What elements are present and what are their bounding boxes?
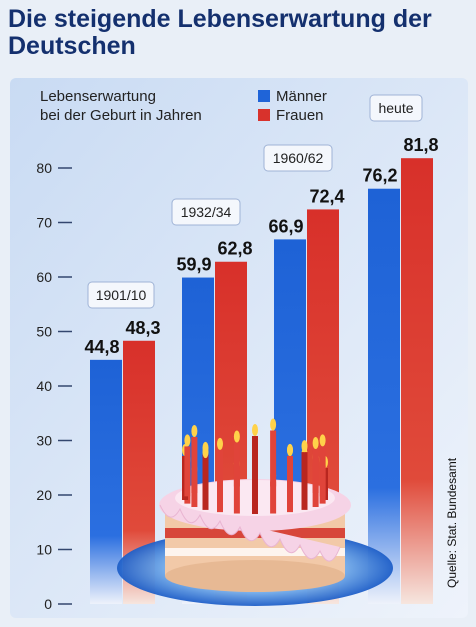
- cake-illustration: [117, 418, 393, 606]
- bar-value-label: 76,2: [362, 166, 397, 186]
- y-tick-label: 0: [44, 596, 52, 612]
- candle: [287, 455, 293, 488]
- candle: [319, 446, 326, 497]
- legend-swatch: [258, 109, 270, 121]
- candle-flame: [202, 446, 209, 459]
- bar-value-label: 66,9: [268, 216, 303, 236]
- bar-maenner: [368, 188, 400, 604]
- y-tick-label: 20: [36, 487, 52, 503]
- candle: [270, 481, 277, 514]
- candle: [312, 449, 319, 493]
- bar-value-label: 59,9: [176, 255, 211, 275]
- bar-frauen: [401, 158, 433, 604]
- legend: Männer Frauen: [258, 88, 327, 124]
- bar-value-label: 44,8: [84, 337, 119, 357]
- category-box: [369, 94, 423, 122]
- candle: [252, 476, 258, 514]
- candle-flame: [312, 437, 319, 449]
- candle: [184, 446, 191, 497]
- category-box: [87, 281, 155, 309]
- y-tick-label: 50: [36, 324, 52, 340]
- legend-swatch: [258, 90, 270, 102]
- bar-value-label: 81,8: [403, 135, 438, 155]
- candle-flame: [287, 443, 293, 456]
- category-label: 1960/62: [273, 150, 324, 166]
- candle-flame: [233, 430, 240, 443]
- legend-label: Frauen: [276, 107, 324, 124]
- bar-value-label: 72,4: [309, 186, 344, 206]
- candle-flame: [217, 437, 223, 450]
- candle-flame: [301, 440, 308, 453]
- category-label: 1932/34: [181, 204, 232, 220]
- source-note: Quelle: Stat. Bundesamt: [445, 457, 459, 588]
- category-box: [171, 198, 241, 226]
- candle: [252, 436, 258, 486]
- y-tick-label: 60: [36, 269, 52, 285]
- candle-flame: [319, 434, 326, 447]
- category-label: 1901/10: [96, 287, 147, 303]
- category-label: heute: [378, 100, 413, 116]
- candle: [233, 469, 240, 514]
- y-tick-label: 80: [36, 160, 52, 176]
- page-title: Die steigende Lebenserwartung der Deutsc…: [8, 5, 432, 60]
- candle-flame: [191, 425, 198, 437]
- bar-value-label: 48,3: [125, 318, 160, 338]
- candle-flame: [252, 424, 258, 436]
- y-axis-label: Lebenserwartung: [40, 88, 156, 105]
- bar-value-label: 62,8: [217, 239, 252, 259]
- bar-maenner: [90, 359, 122, 604]
- candle-flame: [270, 418, 277, 431]
- candle: [217, 449, 223, 488]
- y-tick-label: 40: [36, 378, 52, 394]
- y-tick-label: 30: [36, 433, 52, 449]
- legend-label: Männer: [276, 88, 327, 105]
- candle: [301, 452, 308, 491]
- candle: [191, 437, 198, 493]
- category-box: [263, 144, 333, 172]
- candle-flame: [184, 434, 191, 447]
- candle: [202, 458, 209, 491]
- y-tick-label: 70: [36, 215, 52, 231]
- y-tick-label: 10: [36, 542, 52, 558]
- candle: [270, 430, 277, 487]
- source-note-wrapper: Quelle: Stat. Bundesamt: [442, 430, 462, 590]
- candle: [233, 442, 240, 487]
- y-axis: 0 10 20 30 40 50 60 70 80 Lebenserwartung bei der …: [36, 88, 201, 612]
- y-axis-label: bei der Geburt in Jahren: [40, 107, 202, 124]
